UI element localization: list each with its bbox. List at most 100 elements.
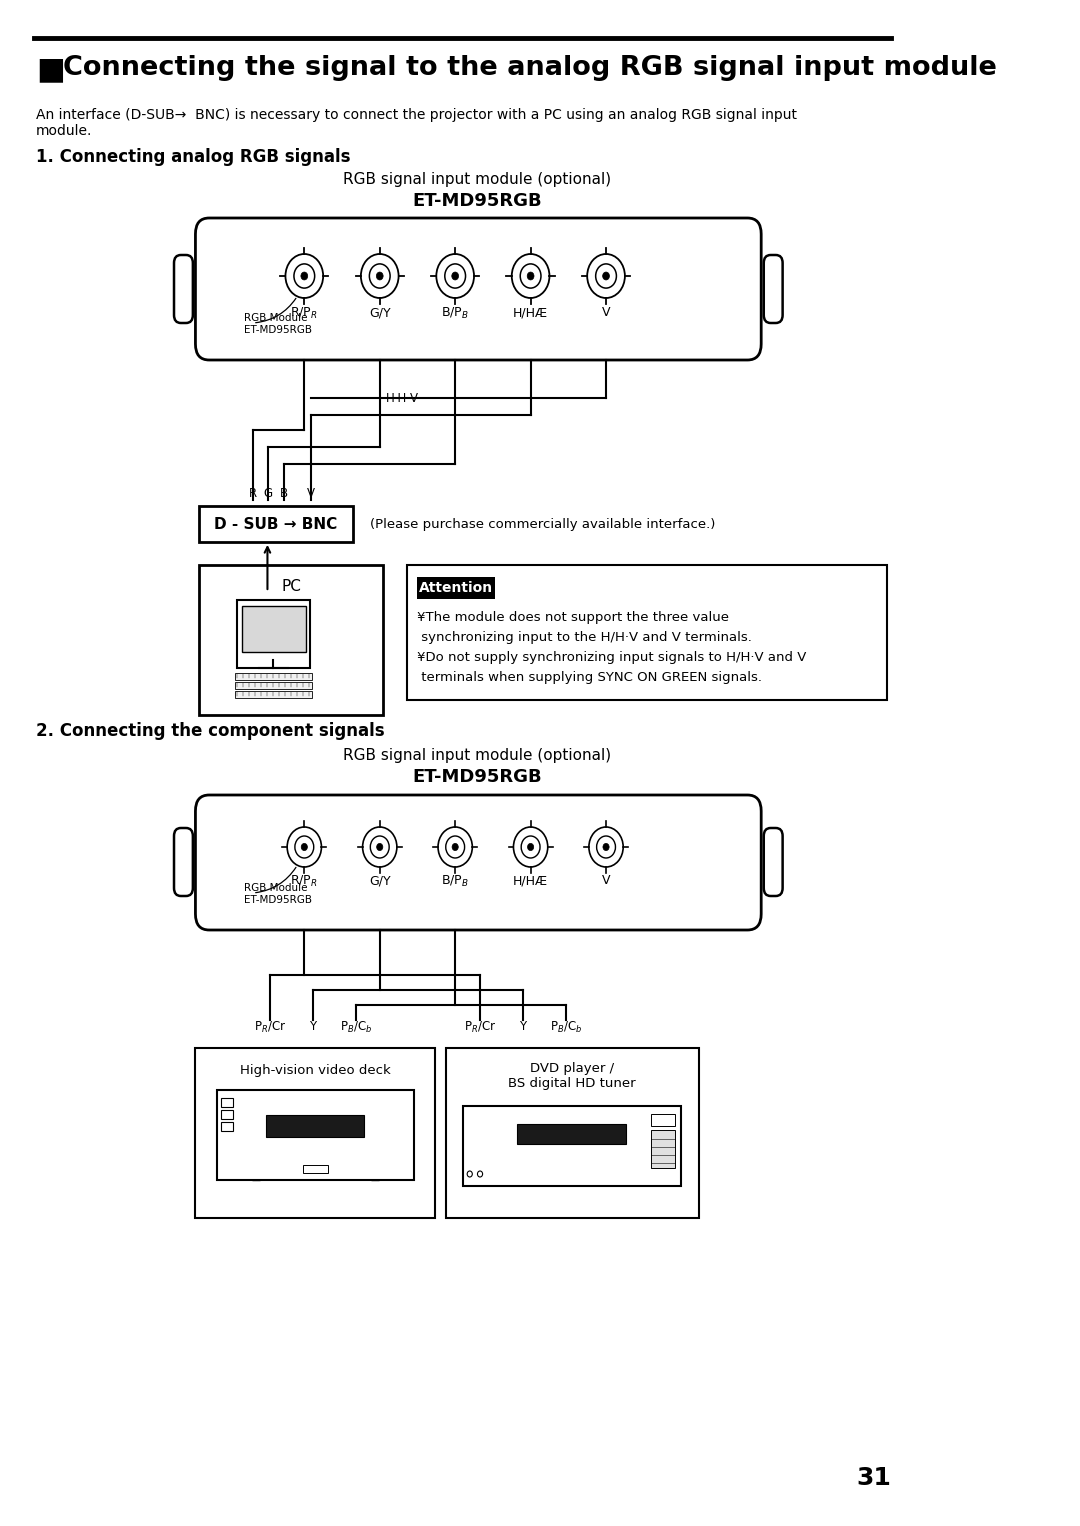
Circle shape bbox=[294, 264, 314, 288]
Text: synchronizing input to the H/H·V and V terminals.: synchronizing input to the H/H·V and V t… bbox=[418, 630, 753, 644]
Text: PC: PC bbox=[281, 578, 301, 594]
Circle shape bbox=[453, 844, 458, 850]
Text: B/P$_B$: B/P$_B$ bbox=[442, 307, 469, 320]
Circle shape bbox=[445, 264, 465, 288]
Text: ET-MD95RGB: ET-MD95RGB bbox=[413, 768, 542, 786]
Text: R/P$_R$: R/P$_R$ bbox=[291, 307, 319, 320]
FancyBboxPatch shape bbox=[764, 255, 783, 324]
Text: DVD player /
BS digital HD tuner: DVD player / BS digital HD tuner bbox=[509, 1062, 636, 1090]
Text: Y: Y bbox=[519, 1019, 526, 1033]
Text: 2. Connecting the component signals: 2. Connecting the component signals bbox=[36, 722, 384, 740]
Text: G/Y: G/Y bbox=[369, 307, 391, 319]
Text: B/P$_B$: B/P$_B$ bbox=[442, 874, 469, 890]
Circle shape bbox=[589, 827, 623, 867]
Bar bbox=[302, 1164, 328, 1173]
FancyBboxPatch shape bbox=[195, 795, 761, 929]
Text: ¥Do not supply synchronizing input signals to H/H·V and V: ¥Do not supply synchronizing input signa… bbox=[418, 652, 807, 664]
Bar bbox=[234, 691, 312, 697]
Text: ■: ■ bbox=[36, 55, 65, 84]
Text: ET-MD95RGB: ET-MD95RGB bbox=[413, 192, 542, 211]
Bar bbox=[266, 1116, 364, 1137]
Circle shape bbox=[521, 264, 541, 288]
Text: V: V bbox=[602, 307, 610, 319]
Text: 1. Connecting analog RGB signals: 1. Connecting analog RGB signals bbox=[36, 148, 351, 166]
Text: RGB signal input module (optional): RGB signal input module (optional) bbox=[343, 172, 611, 188]
Circle shape bbox=[596, 836, 616, 858]
Text: P$_B$/C$_b$: P$_B$/C$_b$ bbox=[550, 1019, 582, 1035]
Circle shape bbox=[522, 836, 540, 858]
Text: RGB signal input module (optional): RGB signal input module (optional) bbox=[343, 748, 611, 763]
Circle shape bbox=[513, 827, 548, 867]
Text: P$_R$/Cr: P$_R$/Cr bbox=[254, 1019, 286, 1035]
Circle shape bbox=[301, 272, 308, 279]
Bar bbox=[195, 1048, 435, 1218]
Circle shape bbox=[512, 253, 550, 298]
Bar bbox=[217, 1090, 414, 1180]
Bar bbox=[407, 565, 887, 700]
Circle shape bbox=[596, 264, 617, 288]
Bar bbox=[463, 1106, 681, 1186]
Text: P$_B$/C$_b$: P$_B$/C$_b$ bbox=[339, 1019, 372, 1035]
Circle shape bbox=[446, 836, 464, 858]
Circle shape bbox=[376, 272, 383, 279]
Text: D - SUB → BNC: D - SUB → BNC bbox=[215, 516, 338, 531]
Text: B: B bbox=[280, 487, 287, 501]
Text: V: V bbox=[307, 487, 315, 501]
Bar bbox=[199, 507, 353, 542]
Bar bbox=[238, 600, 310, 668]
FancyBboxPatch shape bbox=[174, 255, 193, 324]
Text: H/HÆ: H/HÆ bbox=[513, 874, 549, 887]
Circle shape bbox=[588, 253, 625, 298]
Text: Connecting the signal to the analog RGB signal input module: Connecting the signal to the analog RGB … bbox=[64, 55, 997, 81]
Circle shape bbox=[369, 264, 390, 288]
Text: R: R bbox=[248, 487, 257, 501]
Bar bbox=[651, 1129, 675, 1167]
Text: terminals when supplying SYNC ON GREEN signals.: terminals when supplying SYNC ON GREEN s… bbox=[418, 671, 762, 684]
Circle shape bbox=[603, 844, 609, 850]
Circle shape bbox=[370, 836, 389, 858]
Bar bbox=[446, 1048, 699, 1218]
Circle shape bbox=[301, 844, 308, 850]
Text: ¥The module does not support the three value: ¥The module does not support the three v… bbox=[418, 610, 729, 624]
Circle shape bbox=[451, 272, 459, 279]
Text: An interface (D-SUB→  BNC) is necessary to connect the projector with a PC using: An interface (D-SUB→ BNC) is necessary t… bbox=[36, 108, 797, 139]
Text: H/HÆ: H/HÆ bbox=[513, 307, 549, 319]
Text: High-vision video deck: High-vision video deck bbox=[240, 1064, 391, 1077]
Bar bbox=[651, 1114, 675, 1126]
Text: R/P$_R$: R/P$_R$ bbox=[291, 874, 319, 890]
Bar bbox=[221, 1122, 233, 1131]
Text: (Please purchase commercially available interface.): (Please purchase commercially available … bbox=[370, 517, 716, 531]
Bar bbox=[221, 1109, 233, 1119]
Text: P$_R$/Cr: P$_R$/Cr bbox=[463, 1019, 496, 1035]
Text: V: V bbox=[602, 874, 610, 887]
Bar bbox=[234, 682, 312, 690]
Text: RGB Module
ET-MD95RGB: RGB Module ET-MD95RGB bbox=[244, 313, 312, 336]
Text: RGB Module
ET-MD95RGB: RGB Module ET-MD95RGB bbox=[244, 884, 312, 905]
Circle shape bbox=[361, 253, 399, 298]
Circle shape bbox=[295, 836, 313, 858]
Circle shape bbox=[603, 272, 609, 279]
FancyBboxPatch shape bbox=[195, 218, 761, 360]
Circle shape bbox=[527, 272, 534, 279]
Text: 31: 31 bbox=[856, 1466, 891, 1489]
Text: Y: Y bbox=[309, 1019, 316, 1033]
Bar bbox=[418, 577, 495, 600]
Circle shape bbox=[477, 1170, 483, 1177]
Circle shape bbox=[363, 827, 396, 867]
Circle shape bbox=[468, 1170, 472, 1177]
Bar bbox=[242, 606, 306, 652]
Bar bbox=[221, 1099, 233, 1106]
FancyBboxPatch shape bbox=[174, 829, 193, 896]
Bar bbox=[517, 1125, 625, 1144]
Circle shape bbox=[285, 253, 323, 298]
Text: G: G bbox=[264, 487, 273, 501]
Circle shape bbox=[438, 827, 472, 867]
Text: Attention: Attention bbox=[419, 581, 494, 595]
Text: G/Y: G/Y bbox=[369, 874, 391, 887]
Text: H·H·V: H·H·V bbox=[386, 392, 419, 404]
Circle shape bbox=[436, 253, 474, 298]
Circle shape bbox=[377, 844, 382, 850]
FancyBboxPatch shape bbox=[764, 829, 783, 896]
Bar bbox=[234, 673, 312, 681]
Circle shape bbox=[287, 827, 322, 867]
